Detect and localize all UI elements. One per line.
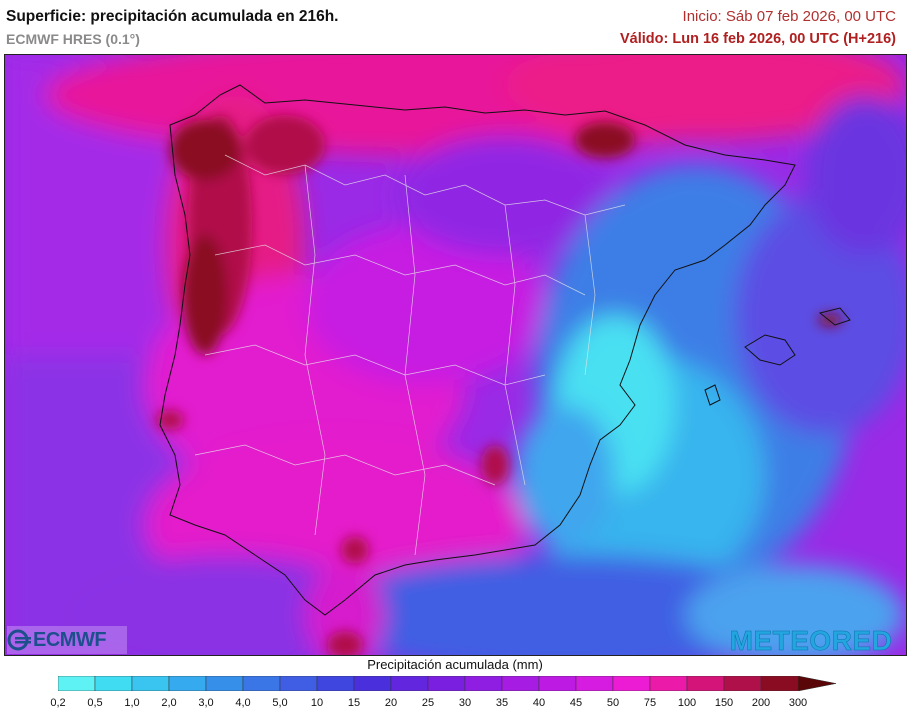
meteored-logo-text: METEORED bbox=[729, 625, 893, 657]
scale-tick-label: 100 bbox=[677, 697, 697, 709]
scale-tick-label: 45 bbox=[569, 697, 583, 709]
scale-segment bbox=[538, 676, 577, 691]
heavy-precip-cores bbox=[156, 115, 842, 655]
scale-tick-label: 0,5 bbox=[87, 697, 103, 709]
scale-segment bbox=[58, 676, 96, 691]
scale-segment bbox=[501, 676, 540, 691]
scale-tick-label: 200 bbox=[751, 697, 771, 709]
admin-borders bbox=[194, 154, 626, 556]
scale-segment bbox=[316, 676, 355, 691]
scale-tick-label: 1,0 bbox=[124, 697, 140, 709]
scale-segment bbox=[94, 676, 133, 691]
scale-segment bbox=[131, 676, 170, 691]
scale-segment bbox=[279, 676, 318, 691]
scale-segment bbox=[723, 676, 762, 691]
run-start-time: Inicio: Sáb 07 feb 2026, 00 UTC bbox=[682, 8, 896, 25]
meteored-logo: METEORED bbox=[718, 625, 904, 657]
scale-tick-label: 150 bbox=[714, 697, 734, 709]
scale-segment bbox=[390, 676, 429, 691]
legend-title: Precipitación acumulada (mm) bbox=[367, 657, 543, 672]
scale-tick-label: 3,0 bbox=[198, 697, 214, 709]
ecmwf-logo-text: ECMWF bbox=[33, 628, 107, 651]
scale-segment bbox=[686, 676, 725, 691]
scale-tick-label: 30 bbox=[458, 697, 472, 709]
ecmwf-icon bbox=[7, 629, 31, 651]
scale-tick-label: 2,0 bbox=[161, 697, 177, 709]
scale-tick-label: 40 bbox=[532, 697, 546, 709]
color-scale-bar bbox=[58, 676, 837, 691]
coastline bbox=[159, 84, 851, 616]
scale-tick-label: 300 bbox=[788, 697, 808, 709]
model-label: ECMWF HRES (0.1°) bbox=[6, 31, 140, 47]
scale-tick-label: 20 bbox=[384, 697, 398, 709]
scale-tick-label: 10 bbox=[310, 697, 324, 709]
precipitation-map[interactable] bbox=[4, 54, 907, 656]
scale-segment bbox=[353, 676, 392, 691]
scale-tick-label: 75 bbox=[643, 697, 657, 709]
ecmwf-logo: ECMWF bbox=[7, 626, 127, 654]
scale-tick-label: 4,0 bbox=[235, 697, 251, 709]
scale-tick-label: 25 bbox=[421, 697, 435, 709]
scale-segment bbox=[649, 676, 688, 691]
scale-segment bbox=[612, 676, 651, 691]
scale-segment bbox=[168, 676, 207, 691]
scale-segment bbox=[427, 676, 466, 691]
map-canvas bbox=[5, 55, 906, 655]
valid-time: Válido: Lun 16 feb 2026, 00 UTC (H+216) bbox=[620, 31, 896, 47]
map-title: Superficie: precipitación acumulada en 2… bbox=[6, 8, 339, 25]
scale-tick-label: 35 bbox=[495, 697, 509, 709]
scale-segment bbox=[464, 676, 503, 691]
scale-tick-label: 0,2 bbox=[50, 697, 66, 709]
scale-overflow-arrow bbox=[797, 676, 837, 691]
scale-tick-label: 15 bbox=[347, 697, 361, 709]
scale-segment bbox=[205, 676, 244, 691]
scale-segment bbox=[242, 676, 281, 691]
scale-tick-label: 5,0 bbox=[272, 697, 288, 709]
scale-tick-label: 50 bbox=[606, 697, 620, 709]
scale-segment bbox=[575, 676, 614, 691]
scale-segment bbox=[760, 676, 799, 691]
